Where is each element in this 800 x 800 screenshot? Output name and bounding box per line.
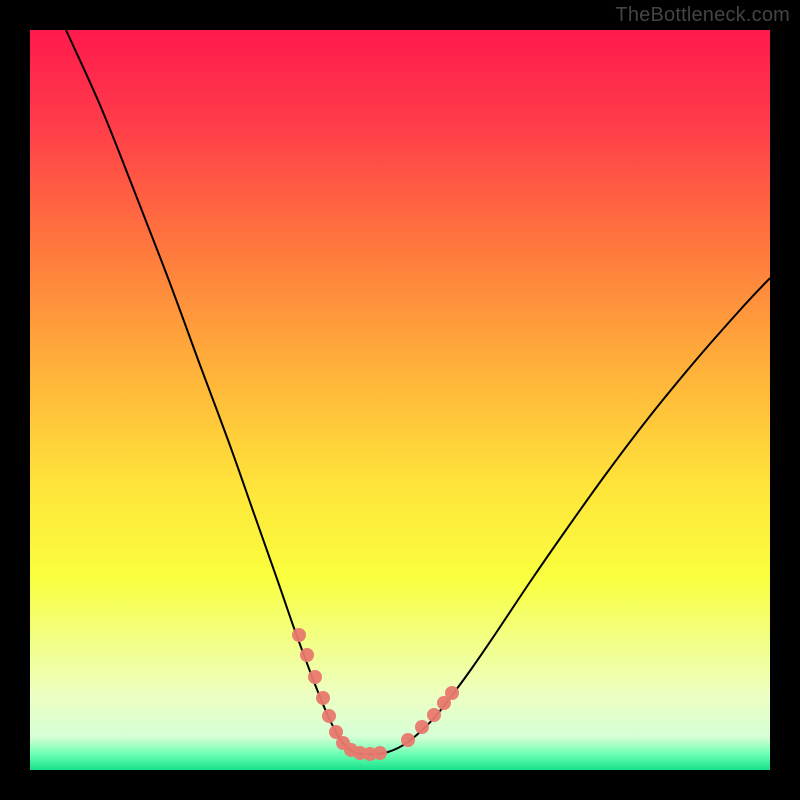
bottleneck-curve bbox=[66, 30, 770, 754]
data-point bbox=[308, 670, 322, 684]
data-point bbox=[322, 709, 336, 723]
watermark-text: TheBottleneck.com bbox=[615, 4, 790, 27]
data-point bbox=[316, 691, 330, 705]
data-point bbox=[292, 628, 306, 642]
data-point bbox=[427, 708, 441, 722]
chart-stage: TheBottleneck.com bbox=[0, 0, 800, 800]
data-point bbox=[300, 648, 314, 662]
curve-layer bbox=[30, 30, 770, 770]
data-point bbox=[415, 720, 429, 734]
plot-area bbox=[30, 30, 770, 770]
data-point bbox=[401, 733, 415, 747]
data-point bbox=[373, 746, 387, 760]
dot-cluster-group bbox=[292, 628, 459, 761]
data-point bbox=[445, 686, 459, 700]
